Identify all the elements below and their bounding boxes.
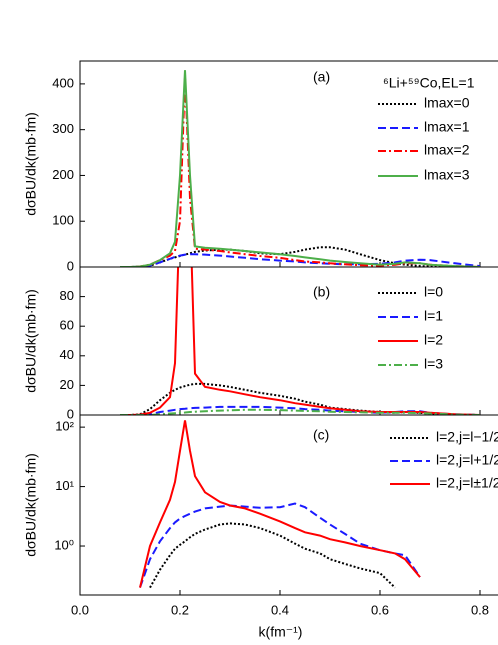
legend-label: l=1: [424, 308, 443, 324]
y-tick-label: 10⁰: [54, 537, 74, 552]
x-tick-label: 0.0: [71, 602, 89, 617]
x-tick-label: 0.6: [371, 602, 389, 617]
series-line: [120, 70, 481, 267]
legend-title: ⁶Li+⁵⁹Co,EL=1: [383, 75, 475, 91]
legend-label: l=2: [424, 332, 443, 348]
plot-frame: [79, 414, 498, 596]
y-axis-label: dσBU/dk(mb·fm): [23, 453, 39, 557]
legend-label: l=3: [424, 356, 443, 372]
y-tick-label: 0: [67, 406, 74, 421]
legend-label: lmax=1: [424, 119, 470, 135]
y-axis-label: dσBU/dk(mb·fm): [23, 289, 39, 393]
y-tick-label: 300: [52, 121, 74, 136]
legend-label: l=0: [424, 284, 443, 300]
series-line: [120, 408, 481, 415]
x-axis-label: k(fm⁻¹): [259, 624, 303, 640]
legend-label: lmax=0: [424, 95, 470, 111]
y-tick-label: 20: [60, 377, 74, 392]
legend-label: l=2,j=l−1/2: [436, 429, 498, 445]
series-line: [120, 253, 481, 267]
y-tick-label: 80: [60, 288, 74, 303]
series-line: [149, 522, 396, 589]
panel-label: (a): [313, 69, 330, 85]
legend-label: lmax=2: [424, 142, 470, 158]
series-line: [139, 420, 421, 588]
panel-label: (c): [313, 427, 329, 443]
legend-label: l=2,j=l+1/2: [436, 452, 498, 468]
y-tick-label: 100: [52, 213, 74, 228]
y-tick-label: 200: [52, 167, 74, 182]
x-tick-label: 0.2: [171, 602, 189, 617]
legend-label: lmax=3: [424, 167, 470, 183]
y-axis-label: dσBU/dk(mb·fm): [23, 112, 39, 216]
y-tick-label: 10²: [55, 419, 74, 434]
legend-label: l=2,j=l±1/2: [436, 475, 498, 491]
y-tick-label: 400: [52, 75, 74, 90]
panel-label: (b): [313, 284, 330, 300]
series-line: [120, 267, 481, 415]
plot-frame: [79, 60, 498, 268]
x-tick-label: 0.4: [271, 602, 289, 617]
y-tick-label: 0: [67, 258, 74, 273]
series-line: [139, 502, 421, 588]
y-tick-label: 60: [60, 318, 74, 333]
y-tick-label: 40: [60, 347, 74, 362]
y-tick-label: 10¹: [55, 478, 74, 493]
x-tick-label: 0.8: [471, 602, 489, 617]
